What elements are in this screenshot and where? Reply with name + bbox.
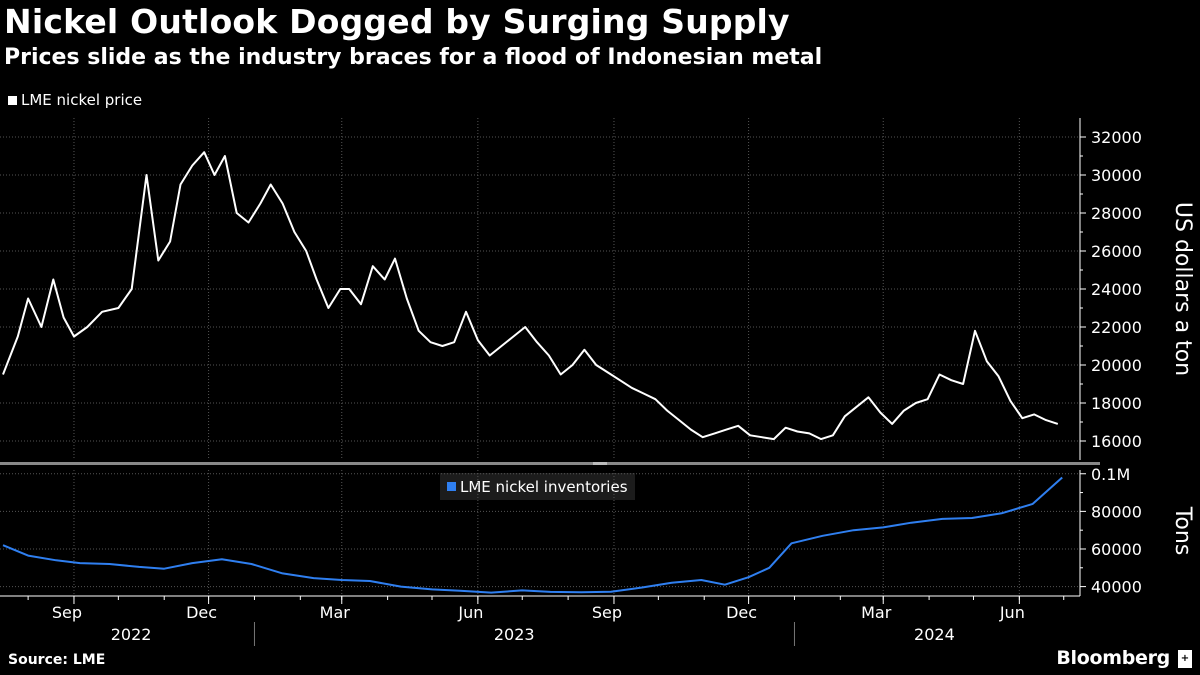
price-y-tick-label: 32000 (1091, 128, 1142, 147)
x-tick-label: Dec (726, 603, 757, 622)
price-y-tick-label: 28000 (1091, 204, 1142, 223)
bloomberg-logo: Bloomberg (1056, 647, 1170, 669)
inventory-y-tick-label: 40000 (1091, 578, 1142, 597)
price-legend: LME nickel price (8, 91, 142, 109)
panel-divider (0, 462, 1100, 465)
inventory-y-axis-title: Tons (1170, 506, 1195, 556)
x-tick-label: Jun (999, 603, 1025, 622)
x-tick-label: Mar (320, 603, 351, 622)
price-y-axis-title: US dollars a ton (1170, 202, 1195, 376)
x-year-label: 2023 (494, 625, 535, 644)
price-y-tick-label: 30000 (1091, 166, 1142, 185)
inventory-y-tick-label: 0.1M (1091, 465, 1130, 484)
inventory-legend: LME nickel inventories (440, 473, 635, 500)
x-tick-label: Sep (52, 603, 82, 622)
price-y-tick-label: 20000 (1091, 356, 1142, 375)
bloomberg-icon: + (1178, 650, 1192, 668)
price-series-line (2, 151, 1059, 441)
x-tick-label: Mar (861, 603, 892, 622)
inventory-y-tick-label: 60000 (1091, 540, 1142, 559)
inventory-y-tick-label: 80000 (1091, 502, 1142, 521)
panel-divider-handle (593, 462, 607, 465)
price-y-tick-label: 16000 (1091, 432, 1142, 451)
inventory-legend-swatch (447, 482, 456, 491)
x-tick-label: Sep (592, 603, 622, 622)
price-y-tick-label: 26000 (1091, 242, 1142, 261)
inventory-legend-label: LME nickel inventories (460, 477, 628, 496)
price-y-tick-label: 18000 (1091, 394, 1142, 413)
x-year-label: 2022 (111, 625, 152, 644)
x-year-label: 2024 (914, 625, 955, 644)
price-y-tick-label: 24000 (1091, 280, 1142, 299)
chart-subtitle: Prices slide as the industry braces for … (4, 45, 823, 70)
x-tick-label: Jun (457, 603, 483, 622)
x-tick-label: Dec (186, 603, 217, 622)
price-legend-swatch (8, 95, 17, 105)
chart-title: Nickel Outlook Dogged by Surging Supply (4, 2, 790, 41)
inventory-series-line (2, 476, 1063, 594)
source-note: Source: LME (8, 652, 106, 668)
price-y-tick-label: 22000 (1091, 318, 1142, 337)
price-legend-label: LME nickel price (21, 91, 143, 109)
